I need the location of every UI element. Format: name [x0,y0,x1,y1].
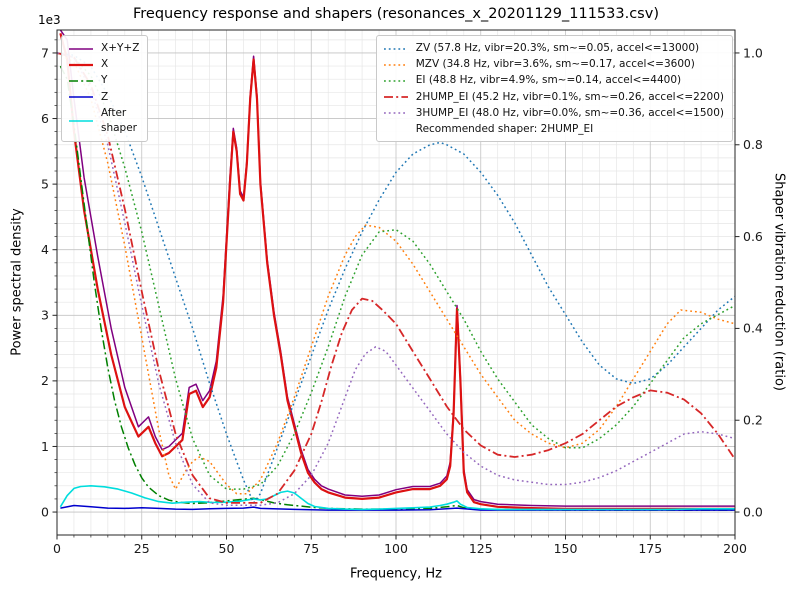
legend-label: MZV (34.8 Hz, vibr=3.6%, sm~=0.17, accel… [415,58,695,71]
legend-recommended-note: Recommended shaper: 2HUMP_EI [415,123,594,136]
legend-label: Y [101,74,108,87]
series-after-shaper [59,485,735,511]
y-left-tick-label: 6 [41,111,49,126]
x-tick-label: 150 [554,541,578,556]
legend-item-x-plus-y-plus-z: X+Y+Z [68,41,139,56]
legend-item-y: Y [68,73,139,88]
legend-line-sample [69,63,93,66]
x-tick-label: 125 [469,541,493,556]
x-axis-label: Frequency, Hz [349,566,443,582]
legend-line-sample [383,47,408,50]
y-axis-label-right: Shaper vibration reduction (ratio) [771,173,787,391]
legend-label: X+Y+Z [101,42,140,54]
series-2hump-ei [57,52,735,504]
series-y [59,65,735,511]
legend-line-sample [383,64,408,66]
series-group [57,30,735,511]
y-right-tick-label: 0.8 [743,137,763,152]
legend-label: Z [101,90,109,103]
legend-line-sample [383,112,408,115]
y-left-tick-label: 2 [41,373,49,388]
legend-line-sample [69,120,93,122]
x-tick-label: 200 [723,541,747,556]
legend-item-zv: ZV (57.8 Hz, vibr=20.3%, sm~=0.05, accel… [383,41,724,56]
x-tick-label: 25 [134,541,150,556]
x-tick-label: 75 [303,541,319,556]
legend-label: 2HUMP_EI (45.2 Hz, vibr=0.1%, sm~=0.26, … [415,90,724,103]
y-left-tick-label: 5 [41,176,49,191]
legend-item-2hump-ei: 2HUMP_EI (45.2 Hz, vibr=0.1%, sm~=0.26, … [383,90,724,105]
x-tick-label: 0 [53,541,61,556]
y-axis-offset-label: 1e3 [38,13,61,27]
legend-item-ei: EI (48.8 Hz, vibr=4.9%, sm~=0.14, accel<… [383,73,724,88]
legend-label: ZV (57.8 Hz, vibr=20.3%, sm~=0.05, accel… [415,42,700,54]
y-right-tick-label: 0.6 [743,229,763,244]
legend-line-sample [383,80,408,82]
y-right-tick-label: 1.0 [743,45,763,60]
legend-item-z: Z [68,90,139,105]
y-right-tick-label: 0.4 [743,321,763,336]
y-left-tick-label: 7 [41,45,49,60]
legend-label: EI (48.8 Hz, vibr=4.9%, sm~=0.14, accel<… [415,74,682,87]
legend-shapers: ZV (57.8 Hz, vibr=20.3%, sm~=0.05, accel… [375,35,733,143]
legend-psd: X+Y+Z X Y Z After shaper [61,35,149,143]
legend-item-x: X [68,57,139,72]
legend-line-sample [69,80,93,82]
y-left-tick-label: 3 [41,308,49,323]
chart-title: Frequency response and shapers (resonanc… [133,6,659,22]
y-right-tick-label: 0.2 [743,413,763,428]
y-right-tick-label: 0.0 [743,504,763,519]
legend-line-sample [383,96,408,99]
series-3hump-ei [57,52,735,506]
legend-line-sample [69,96,93,99]
legend-item-3hump-ei: 3HUMP_EI (48.0 Hz, vibr=0.0%, sm~=0.36, … [383,106,724,121]
x-tick-label: 100 [384,541,408,556]
series-x [59,33,735,510]
y-axis-label-left: Power spectral density [9,208,25,356]
x-tick-label: 175 [638,541,662,556]
legend-item-after-shaper: After shaper [68,106,139,136]
legend-label: After shaper [101,106,138,135]
legend-label: X [101,58,109,71]
y-left-tick-label: 1 [41,439,49,454]
series-zv [57,52,735,504]
axis-ticks: 0 25 50 75 100 125 150 175 200 0 1 2 3 4 5 6 7 0.0 0.2 0.4 0… [41,39,763,556]
legend-line-sample [69,47,93,50]
y-left-tick-label: 4 [41,242,49,257]
series-ei [57,52,735,490]
legend-label: 3HUMP_EI (48.0 Hz, vibr=0.0%, sm~=0.36, … [415,106,724,119]
legend-item-mzv: MZV (34.8 Hz, vibr=3.6%, sm~=0.17, accel… [383,57,724,72]
x-tick-label: 50 [219,541,235,556]
series-z [60,504,735,511]
y-left-tick-label: 0 [41,504,49,519]
